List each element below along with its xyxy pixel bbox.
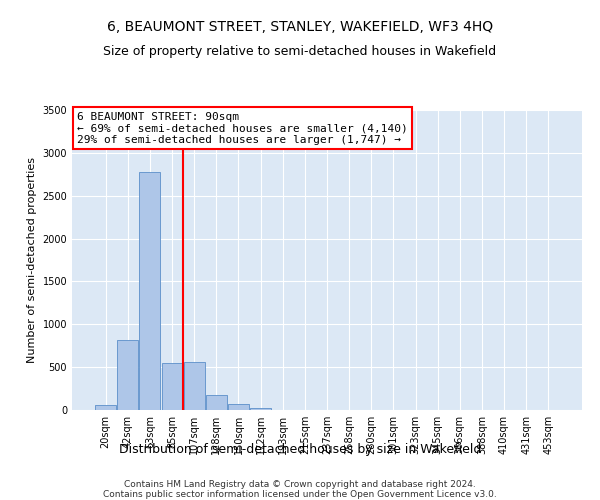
Text: Size of property relative to semi-detached houses in Wakefield: Size of property relative to semi-detach… (103, 45, 497, 58)
Bar (250, 408, 271, 410)
Text: 6 BEAUMONT STREET: 90sqm
← 69% of semi-detached houses are smaller (4,140)
29% o: 6 BEAUMONT STREET: 90sqm ← 69% of semi-d… (77, 112, 408, 144)
Bar (118, 340, 139, 410)
Text: Contains HM Land Registry data © Crown copyright and database right 2024.
Contai: Contains HM Land Registry data © Crown c… (103, 480, 497, 500)
Bar (228, 404, 249, 410)
Bar (161, 363, 182, 410)
Text: Distribution of semi-detached houses by size in Wakefield: Distribution of semi-detached houses by … (119, 442, 481, 456)
Bar (206, 396, 227, 410)
Text: 6, BEAUMONT STREET, STANLEY, WAKEFIELD, WF3 4HQ: 6, BEAUMONT STREET, STANLEY, WAKEFIELD, … (107, 20, 493, 34)
Y-axis label: Number of semi-detached properties: Number of semi-detached properties (27, 157, 37, 363)
Bar (95, 405, 116, 410)
Bar (139, 172, 160, 410)
Bar (184, 362, 205, 410)
